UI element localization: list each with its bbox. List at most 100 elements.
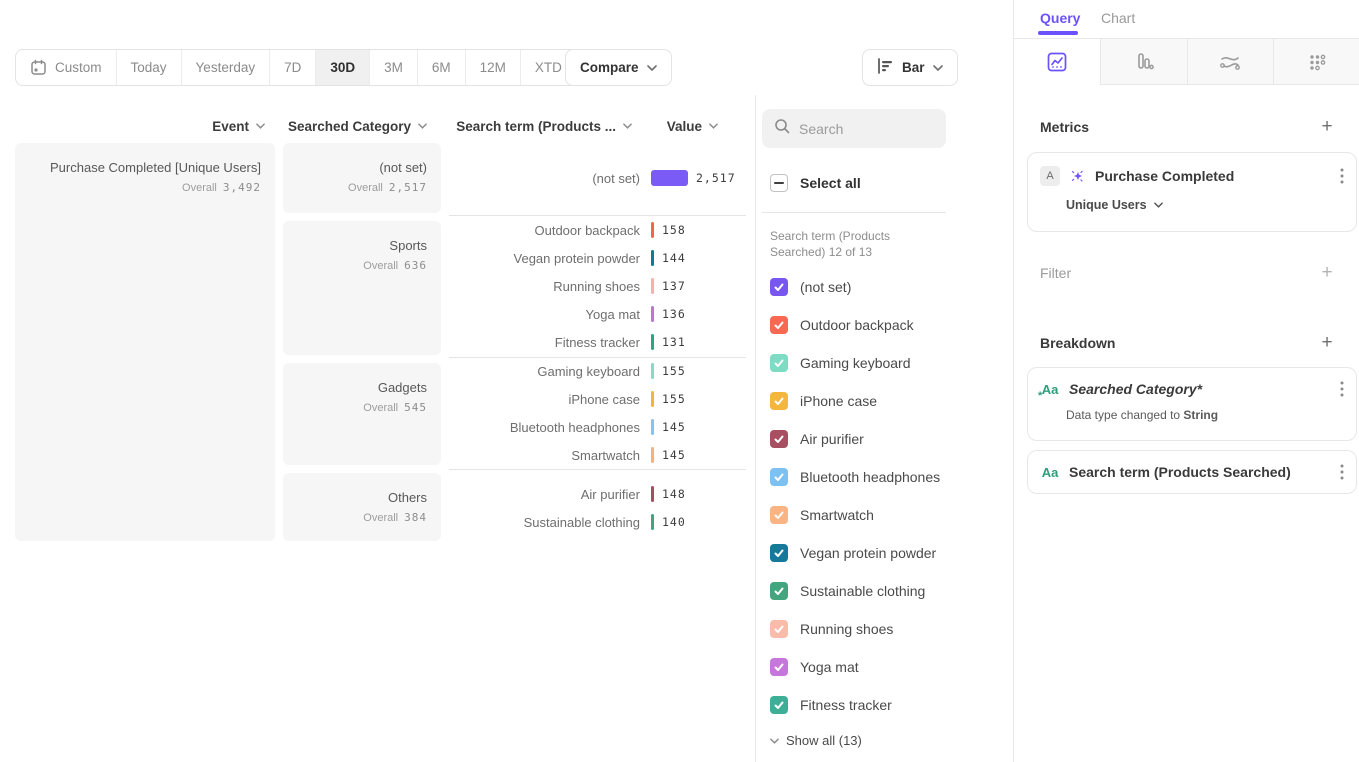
filter-item-gaming-keyboard[interactable]: Gaming keyboard [770,354,911,372]
breakdown-heading: Breakdown [1040,335,1116,351]
kebab-menu-icon[interactable] [1340,381,1344,397]
chart-type-button[interactable]: Bar [862,49,958,86]
filter-item-vegan-protein-powder[interactable]: Vegan protein powder [770,544,936,562]
date-range-today[interactable]: Today [115,50,181,85]
table-row[interactable]: Yoga mat 136 [449,300,746,328]
term-rows-group: (not set) 2,517 [449,143,746,213]
date-range-6m[interactable]: 6M [416,50,465,85]
group-separator [449,357,746,358]
compare-button[interactable]: Compare [565,49,672,86]
table-row[interactable]: Running shoes 137 [449,272,746,300]
kebab-menu-icon[interactable] [1340,464,1344,480]
column-header-value[interactable]: Value [640,117,718,135]
table-row[interactable]: Outdoor backpack 158 [449,216,746,244]
tab-chart[interactable]: Chart [1101,10,1136,26]
show-all-button[interactable]: Show all (13) [770,733,862,748]
date-range-yesterday[interactable]: Yesterday [180,50,270,85]
term-label: Outdoor backpack [534,222,640,238]
column-header-search-term[interactable]: Search term (Products ... [449,117,632,135]
filter-item-label: iPhone case [800,393,878,409]
term-label: Bluetooth headphones [509,419,640,435]
value-bar [651,278,654,294]
divider [762,212,946,213]
filter-search-box[interactable] [762,109,946,148]
table-row[interactable]: Air purifier 148 [449,480,746,508]
table-row[interactable]: Bluetooth headphones 145 [449,413,746,441]
filter-item-sustainable-clothing[interactable]: Sustainable clothing [770,582,925,600]
date-range-label: Today [130,60,167,75]
category-name: Others [387,490,427,505]
filter-item-running-shoes[interactable]: Running shoes [770,620,893,638]
filter-item-label: Smartwatch [800,507,874,523]
term-label: (not set) [592,170,640,186]
filter-item-iphone-case[interactable]: iPhone case [770,392,877,410]
date-range-30d[interactable]: 30D [315,50,370,85]
filter-item-label: Yoga mat [800,659,859,675]
value-bar [651,306,654,322]
event-cell[interactable]: Purchase Completed [Unique Users] Overal… [15,143,275,541]
tab-retention[interactable] [1273,39,1359,85]
value-text: 2,517 [696,171,736,185]
tab-query[interactable]: Query [1040,10,1081,26]
search-input[interactable] [799,120,929,137]
date-range-3m[interactable]: 3M [369,50,417,85]
filter-item-label: Fitness tracker [800,697,892,713]
add-breakdown-button[interactable]: + [1321,332,1333,353]
table-row[interactable]: Smartwatch 145 [449,441,746,469]
term-label: Air purifier [580,486,640,502]
category-cell[interactable]: Sports Overall 636 [283,221,441,355]
value-bar [651,334,654,350]
category-cell[interactable]: Gadgets Overall 545 [283,363,441,465]
date-range-7d[interactable]: 7D [269,50,315,85]
category-overall: Overall 2,517 [348,181,427,194]
column-header-event[interactable]: Event [15,117,265,135]
filter-item-label: (not set) [800,279,852,295]
filter-item-bluetooth-headphones[interactable]: Bluetooth headphones [770,468,940,486]
category-cell[interactable]: Others Overall 384 [283,473,441,541]
filter-item-fitness-tracker[interactable]: Fitness tracker [770,696,892,714]
category-cell[interactable]: (not set) Overall 2,517 [283,143,441,213]
data-type-note: Data type changed to String [1066,408,1219,422]
kebab-menu-icon[interactable] [1340,168,1344,184]
metric-card[interactable]: A Purchase Completed Unique Users [1027,152,1357,232]
aggregation-selector[interactable]: Unique Users [1066,198,1344,212]
filter-item-smartwatch[interactable]: Smartwatch [770,506,874,524]
filter-item-yoga-mat[interactable]: Yoga mat [770,658,859,676]
filter-item--not-set-[interactable]: (not set) [770,278,851,296]
value-text: 140 [662,515,686,529]
event-name: Purchase Completed [Unique Users] [50,160,261,175]
add-metric-button[interactable]: + [1321,116,1333,137]
search-icon [774,118,790,139]
filter-item-outdoor-backpack[interactable]: Outdoor backpack [770,316,914,334]
checkbox-checked-icon [770,354,788,372]
calendar-icon [30,59,47,76]
filter-item-air-purifier[interactable]: Air purifier [770,430,864,448]
date-range-label: 3M [384,60,403,75]
select-all-checkbox[interactable]: Select all [770,174,861,192]
tab-flows[interactable] [1186,39,1274,85]
table-row[interactable]: (not set) 2,517 [449,164,746,192]
date-range-12m[interactable]: 12M [464,50,520,85]
query-builder-panel: Query Chart Metrics + A [1013,0,1359,762]
category-overall: Overall 384 [363,511,427,524]
date-range-label: 6M [431,60,451,75]
table-row[interactable]: Vegan protein powder 144 [449,244,746,272]
checkbox-checked-icon [770,392,788,410]
compare-label: Compare [580,60,639,75]
table-row[interactable]: Gaming keyboard 155 [449,357,746,385]
add-filter-button[interactable]: + [1321,262,1333,283]
date-range-label: Custom [55,60,102,75]
breakdown-card-searched-category[interactable]: Aa * Searched Category* Data type changed… [1027,367,1357,441]
date-range-custom[interactable]: Custom [16,50,116,85]
table-row[interactable]: Sustainable clothing 140 [449,508,746,536]
table-row[interactable]: iPhone case 155 [449,385,746,413]
breakdown-card-search-term[interactable]: Aa Search term (Products Searched) [1027,450,1357,494]
tab-funnels[interactable] [1100,39,1187,85]
breakdown-label: Searched Category* [1069,381,1203,397]
filter-item-label: Bluetooth headphones [800,469,941,485]
checkbox-checked-icon [770,658,788,676]
group-separator [449,215,746,216]
tab-insights[interactable] [1014,39,1101,85]
table-row[interactable]: Fitness tracker 131 [449,328,746,356]
column-header-searched-category[interactable]: Searched Category [283,117,427,135]
